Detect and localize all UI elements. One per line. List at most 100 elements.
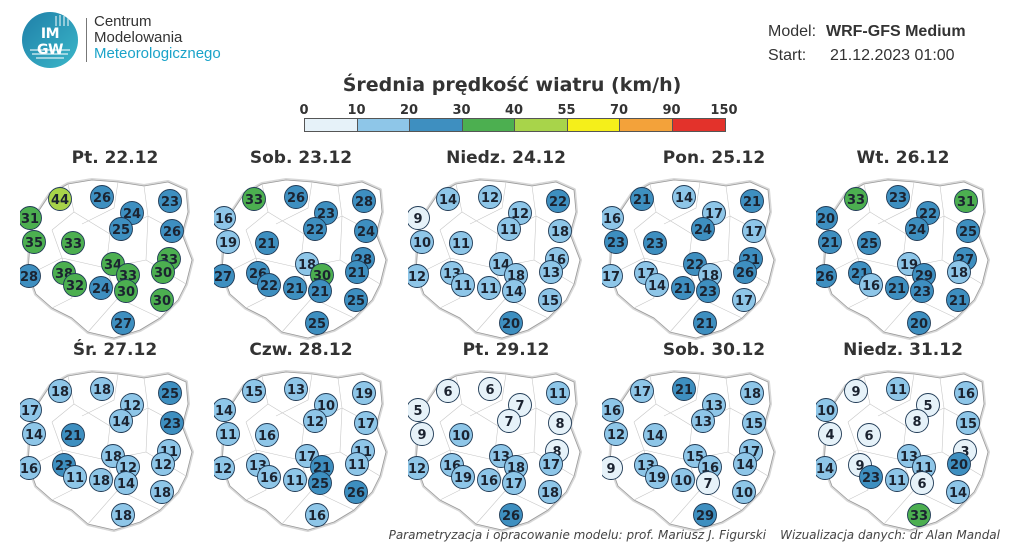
station-value: 10 — [817, 404, 835, 419]
logo-lines-icon — [30, 15, 70, 59]
station-value: 22 — [306, 223, 324, 238]
station-circle — [90, 185, 114, 209]
station-value: 25 — [347, 294, 365, 309]
station-value: 16 — [480, 474, 498, 489]
station-circle — [548, 219, 572, 243]
station-circle — [859, 273, 883, 297]
station-value: 19 — [219, 236, 237, 251]
station-value: 8 — [912, 415, 921, 430]
station-value: 16 — [603, 212, 621, 227]
station-value: 15 — [686, 450, 704, 465]
station-circle — [947, 452, 971, 476]
station-marker: 4 — [818, 422, 842, 446]
station-marker: 31 — [20, 206, 42, 230]
station-marker: 23 — [696, 279, 720, 303]
station-value: 17 — [298, 450, 316, 465]
station-marker: 8 — [905, 409, 929, 433]
station-circle — [284, 185, 308, 209]
scale-segment — [462, 119, 515, 131]
station-circle — [90, 377, 114, 401]
station-marker: 12 — [408, 264, 429, 288]
station-marker: 6 — [910, 471, 934, 495]
station-circle — [109, 409, 133, 433]
station-marker: 11 — [283, 468, 307, 492]
logo-name-line2: Modelowania — [94, 29, 183, 46]
station-circle — [158, 381, 182, 405]
station-marker: 15 — [242, 379, 266, 403]
station-circle — [305, 503, 329, 527]
station-circle — [947, 260, 971, 284]
station-value: 33 — [910, 509, 928, 524]
station-circle — [732, 480, 756, 504]
station-circle — [497, 409, 521, 433]
station-marker: 22 — [303, 217, 327, 241]
station-circle — [630, 379, 654, 403]
station-circle — [956, 219, 980, 243]
station-marker: 11 — [546, 381, 570, 405]
station-value: 15 — [745, 417, 763, 432]
station-marker: 9 — [844, 379, 868, 403]
station-marker: 16 — [859, 273, 883, 297]
station-value: 13 — [542, 266, 560, 281]
station-marker: 14 — [946, 480, 970, 504]
station-circle — [344, 480, 368, 504]
station-value: 21 — [743, 195, 761, 210]
station-marker: 20 — [947, 452, 971, 476]
scale-segment — [410, 119, 463, 131]
station-value: 23 — [862, 471, 880, 486]
station-marker: 25 — [305, 311, 329, 335]
station-value: 16 — [258, 429, 276, 444]
station-marker: 10 — [732, 480, 756, 504]
station-value: 21 — [311, 285, 329, 300]
station-marker: 27 — [111, 311, 135, 335]
station-circle — [48, 379, 72, 403]
station-circle — [546, 189, 570, 213]
station-value: 9 — [855, 459, 864, 474]
station-circle — [214, 206, 236, 230]
scale-tick-label: 90 — [662, 103, 681, 118]
station-value: 25 — [112, 223, 130, 238]
station-circle — [111, 311, 135, 335]
station-value: 9 — [417, 428, 426, 443]
station-marker: 6 — [436, 379, 460, 403]
station-circle — [354, 411, 378, 435]
station-value: 6 — [864, 429, 873, 444]
map-title: Średnia prędkość wiatru (km/h) — [342, 74, 682, 96]
station-circle — [502, 471, 526, 495]
panel-date: Niedz. 31.12 — [843, 340, 963, 360]
station-value: 18 — [153, 486, 171, 501]
logo-abbr-top: IM — [40, 26, 60, 42]
station-value: 11 — [219, 428, 237, 443]
station-circle — [449, 423, 473, 447]
station-circle — [539, 452, 563, 476]
station-value: 9 — [413, 212, 422, 227]
station-value: 21 — [674, 282, 692, 297]
station-circle — [907, 503, 931, 527]
station-marker: 13 — [539, 260, 563, 284]
station-circle — [691, 409, 715, 433]
station-marker: 18 — [150, 480, 174, 504]
station-marker: 15 — [742, 411, 766, 435]
station-value: 18 — [541, 486, 559, 501]
station-value: 21 — [64, 429, 82, 444]
station-marker: 21 — [885, 276, 909, 300]
station-value: 26 — [736, 266, 754, 281]
station-circle — [886, 185, 910, 209]
station-marker: 29 — [693, 503, 717, 527]
station-value: 10 — [413, 236, 431, 251]
station-marker: 5 — [408, 398, 430, 422]
station-value: 24 — [908, 223, 926, 238]
station-circle — [257, 465, 281, 489]
station-marker: 9 — [410, 422, 434, 446]
station-marker: 27 — [214, 264, 235, 288]
station-marker: 35 — [22, 230, 46, 254]
logo-emblem: IM GW — [22, 12, 78, 68]
station-marker: 11 — [477, 276, 501, 300]
station-circle — [63, 465, 87, 489]
station-value: 27 — [214, 270, 232, 285]
station-value: 26 — [93, 191, 111, 206]
station-circle — [857, 423, 881, 447]
